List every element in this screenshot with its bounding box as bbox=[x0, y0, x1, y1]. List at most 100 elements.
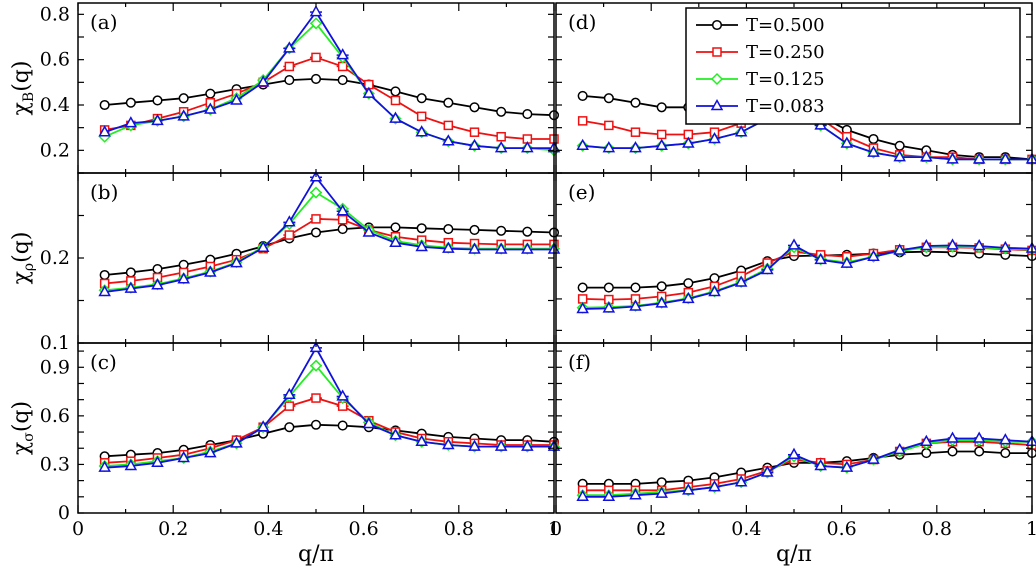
x-tick-label: 0.2 bbox=[158, 518, 188, 540]
data-point bbox=[656, 129, 667, 140]
data-point bbox=[416, 223, 427, 234]
data-point bbox=[655, 296, 668, 308]
panel-c: 0 0.3 0.6 0.9 0 0.2 0.4 0.6 0.8 1 (c) χσ(q) q/π bbox=[9, 340, 561, 567]
y-tick-label: 0.1 bbox=[40, 332, 70, 354]
data-point bbox=[761, 465, 774, 477]
data-point bbox=[443, 97, 454, 108]
data-point bbox=[389, 235, 402, 247]
data-point bbox=[868, 133, 879, 145]
data-point bbox=[390, 86, 401, 97]
y-axis-label: χρ(q) bbox=[9, 232, 37, 285]
series-t0250 bbox=[577, 437, 1036, 496]
data-point bbox=[336, 48, 349, 60]
data-point bbox=[630, 97, 641, 108]
series-line bbox=[104, 22, 555, 152]
data-point bbox=[946, 431, 959, 443]
series-t0250 bbox=[99, 52, 559, 144]
data-point bbox=[521, 242, 534, 254]
data-point bbox=[576, 489, 589, 502]
data-point bbox=[920, 150, 933, 162]
x-tick-label: 1 bbox=[1026, 518, 1036, 540]
data-point bbox=[577, 282, 588, 293]
data-point bbox=[521, 439, 534, 451]
data-point bbox=[98, 460, 111, 472]
data-point bbox=[814, 252, 827, 265]
data-point bbox=[309, 17, 323, 30]
series-line bbox=[104, 226, 555, 276]
data-point bbox=[972, 431, 986, 443]
x-tick-label: 0.4 bbox=[731, 518, 761, 540]
data-point bbox=[336, 389, 349, 401]
data-point bbox=[972, 238, 986, 251]
data-point bbox=[124, 281, 138, 293]
series-line bbox=[582, 250, 1033, 289]
x-tick-label: 0 bbox=[72, 518, 84, 540]
data-point bbox=[494, 242, 508, 254]
x-tick-label: 0.6 bbox=[348, 518, 378, 540]
series-t0500 bbox=[99, 419, 560, 462]
data-point bbox=[256, 420, 270, 432]
data-point bbox=[946, 238, 959, 250]
data-point bbox=[311, 393, 321, 403]
data-point bbox=[389, 111, 402, 123]
legend-box bbox=[685, 7, 1021, 125]
data-point bbox=[602, 141, 616, 153]
data-point bbox=[284, 61, 295, 72]
data-point bbox=[656, 102, 667, 113]
data-point bbox=[177, 272, 190, 284]
data-point bbox=[152, 95, 163, 106]
legend-label: T=0.125 bbox=[746, 69, 825, 90]
data-point bbox=[125, 267, 136, 278]
series-t0250 bbox=[99, 393, 559, 468]
data-point bbox=[283, 215, 296, 227]
data-point bbox=[814, 459, 827, 471]
data-point bbox=[494, 141, 508, 153]
data-point bbox=[656, 281, 667, 292]
x-tick-label: 1 bbox=[548, 518, 560, 540]
data-point bbox=[974, 446, 985, 457]
legend-marker bbox=[711, 19, 723, 31]
data-point bbox=[576, 138, 589, 151]
series-t0125 bbox=[98, 186, 561, 297]
y-axis-label: χσ(q) bbox=[9, 401, 37, 455]
data-point bbox=[682, 483, 695, 495]
data-point bbox=[787, 238, 801, 250]
data-point bbox=[840, 460, 854, 472]
data-point bbox=[629, 488, 642, 500]
series-t0083 bbox=[576, 238, 1036, 314]
legend-marker bbox=[712, 47, 722, 57]
y-tick-label: 0.2 bbox=[40, 247, 70, 269]
series-line bbox=[104, 423, 555, 458]
y-tick-label: 0.3 bbox=[40, 453, 70, 475]
data-point bbox=[416, 111, 427, 122]
data-point bbox=[151, 455, 164, 468]
series-t0250 bbox=[99, 214, 559, 289]
panel-e: (e) bbox=[555, 172, 1036, 344]
data-point bbox=[283, 41, 296, 53]
legend-marker bbox=[710, 72, 724, 86]
data-point bbox=[362, 225, 376, 237]
data-point bbox=[840, 256, 854, 268]
data-point bbox=[521, 141, 534, 153]
data-point bbox=[390, 222, 401, 233]
data-point bbox=[309, 359, 323, 372]
data-point bbox=[469, 102, 480, 113]
data-point bbox=[655, 486, 668, 498]
x-tick-label: 0.8 bbox=[444, 518, 474, 540]
data-point bbox=[337, 61, 348, 72]
data-point bbox=[389, 428, 402, 440]
series-line bbox=[582, 450, 1032, 485]
data-point bbox=[99, 99, 110, 111]
panel-b: 0.1 0.2 (b) χρ(q) bbox=[9, 170, 561, 354]
data-point bbox=[629, 141, 642, 153]
legend-entry: T=0.125 bbox=[696, 69, 825, 90]
data-point bbox=[177, 109, 190, 121]
series-line bbox=[104, 77, 555, 117]
legend-marker bbox=[710, 98, 724, 111]
series-t0083 bbox=[98, 5, 561, 153]
y-tick-label: 0.6 bbox=[40, 49, 70, 71]
y-tick-label: 0.9 bbox=[40, 356, 70, 378]
x-tick-label: 0.6 bbox=[826, 518, 856, 540]
series-t0500 bbox=[99, 73, 560, 121]
data-point bbox=[920, 434, 933, 447]
